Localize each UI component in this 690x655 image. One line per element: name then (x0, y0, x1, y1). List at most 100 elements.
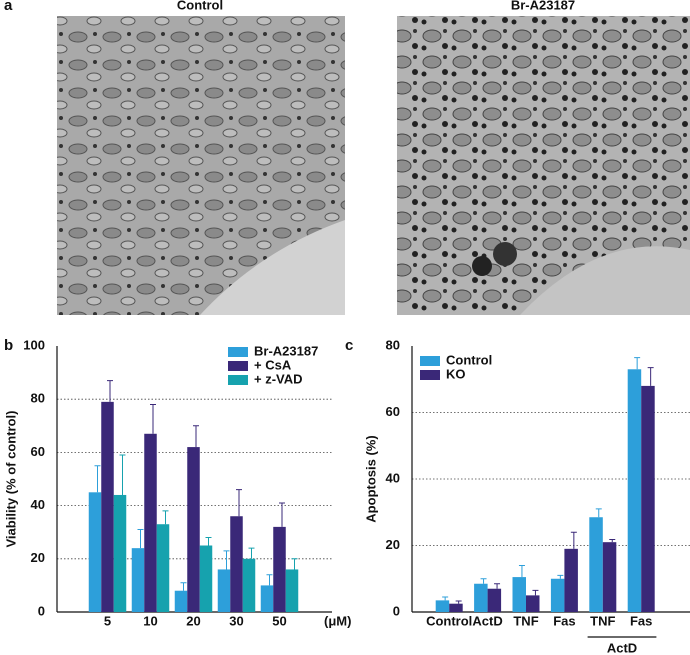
error-bar (223, 550, 230, 570)
y-axis-label: Viability (% of control) (3, 411, 18, 548)
y-tick-label: 40 (31, 497, 45, 512)
x-tick-label: Fas (630, 613, 652, 628)
panel-label: a (4, 0, 13, 14)
y-tick-label: 80 (31, 391, 45, 406)
error-bar (595, 508, 602, 518)
legend-label: KO (446, 366, 466, 381)
x-tick-label: Control (426, 613, 472, 628)
legend-label: Control (446, 352, 492, 367)
bar (285, 569, 299, 612)
x-tick-label: 50 (272, 613, 286, 628)
panel-label: c (345, 337, 353, 354)
x-axis-unit: (μM) (324, 613, 351, 628)
bar (449, 603, 463, 612)
error-bar (532, 589, 539, 596)
error-bar (647, 367, 654, 386)
legend-label: + z-VAD (254, 371, 303, 386)
x-tick-label: TNF (513, 613, 538, 628)
error-bar (119, 454, 126, 495)
bar (199, 545, 213, 612)
y-tick-label: 100 (23, 337, 45, 352)
bar (131, 548, 145, 612)
bar (602, 542, 617, 612)
error-bar (107, 380, 113, 402)
y-tick-label: 60 (31, 444, 45, 459)
x-tick-label: TNF (590, 613, 615, 628)
x-tick-label: 10 (143, 613, 157, 628)
error-bar (94, 465, 101, 493)
bar (217, 569, 231, 612)
bar (174, 590, 188, 612)
error-bar (609, 539, 616, 543)
bar (113, 494, 127, 612)
bar (564, 548, 578, 612)
bar (144, 433, 157, 612)
legend-swatch (420, 370, 440, 380)
bar (474, 583, 488, 612)
error-bar (634, 357, 641, 370)
y-tick-label: 20 (31, 550, 45, 565)
bar (260, 585, 274, 612)
bar (487, 588, 502, 612)
legend-swatch (228, 361, 248, 371)
legend-swatch (420, 356, 440, 366)
micrograph-vesicle (472, 256, 492, 276)
micrograph-nucleus (520, 246, 690, 315)
y-tick-label: 0 (38, 603, 45, 618)
error-bar (480, 578, 487, 584)
bar (512, 577, 526, 612)
legend-swatch (228, 375, 248, 385)
error-bar (494, 583, 501, 589)
x-tick-label: 20 (186, 613, 200, 628)
x-tick-label: 30 (229, 613, 243, 628)
error-bar (137, 529, 144, 549)
y-tick-label: 60 (386, 404, 400, 419)
bar (101, 401, 114, 612)
bar (627, 369, 642, 612)
panel-label: b (4, 337, 13, 354)
bar (273, 526, 286, 612)
error-bar (180, 582, 187, 591)
x-tick-label: ActD (472, 613, 502, 628)
error-bar (442, 596, 449, 601)
error-bar (205, 537, 212, 546)
error-bar (150, 404, 156, 434)
image-title: Control (177, 0, 223, 12)
y-tick-label: 80 (386, 337, 400, 352)
micrograph-vesicle (493, 242, 517, 266)
bar (88, 492, 102, 612)
bar (589, 517, 603, 612)
bar (242, 558, 256, 612)
error-bar (236, 489, 242, 517)
bar (641, 385, 655, 612)
legend-label: Br-A23187 (254, 343, 318, 358)
bar (156, 524, 170, 612)
bar (435, 600, 450, 612)
error-bar (570, 531, 577, 549)
error-bar (248, 547, 255, 559)
y-axis-label: Apoptosis (%) (363, 435, 378, 522)
error-bar (557, 574, 564, 579)
micrograph-nucleus (200, 220, 345, 315)
legend-label: + CsA (254, 357, 292, 372)
error-bar (162, 510, 169, 525)
y-tick-label: 0 (393, 603, 400, 618)
x-tick-label: 5 (104, 613, 111, 628)
error-bar (193, 425, 199, 448)
error-bar (279, 502, 285, 527)
bar (526, 595, 540, 612)
error-bar (266, 574, 273, 586)
y-tick-label: 20 (386, 537, 400, 552)
image-title: Br-A23187 (511, 0, 575, 12)
error-bar (518, 564, 525, 578)
error-bar (455, 600, 462, 604)
bar (187, 447, 200, 612)
bar (230, 516, 243, 612)
y-tick-label: 40 (386, 470, 400, 485)
legend-swatch (228, 347, 248, 357)
x-tick-label: Fas (553, 613, 575, 628)
error-bar (291, 558, 298, 570)
group-label: ActD (607, 640, 637, 655)
bar (550, 578, 565, 612)
